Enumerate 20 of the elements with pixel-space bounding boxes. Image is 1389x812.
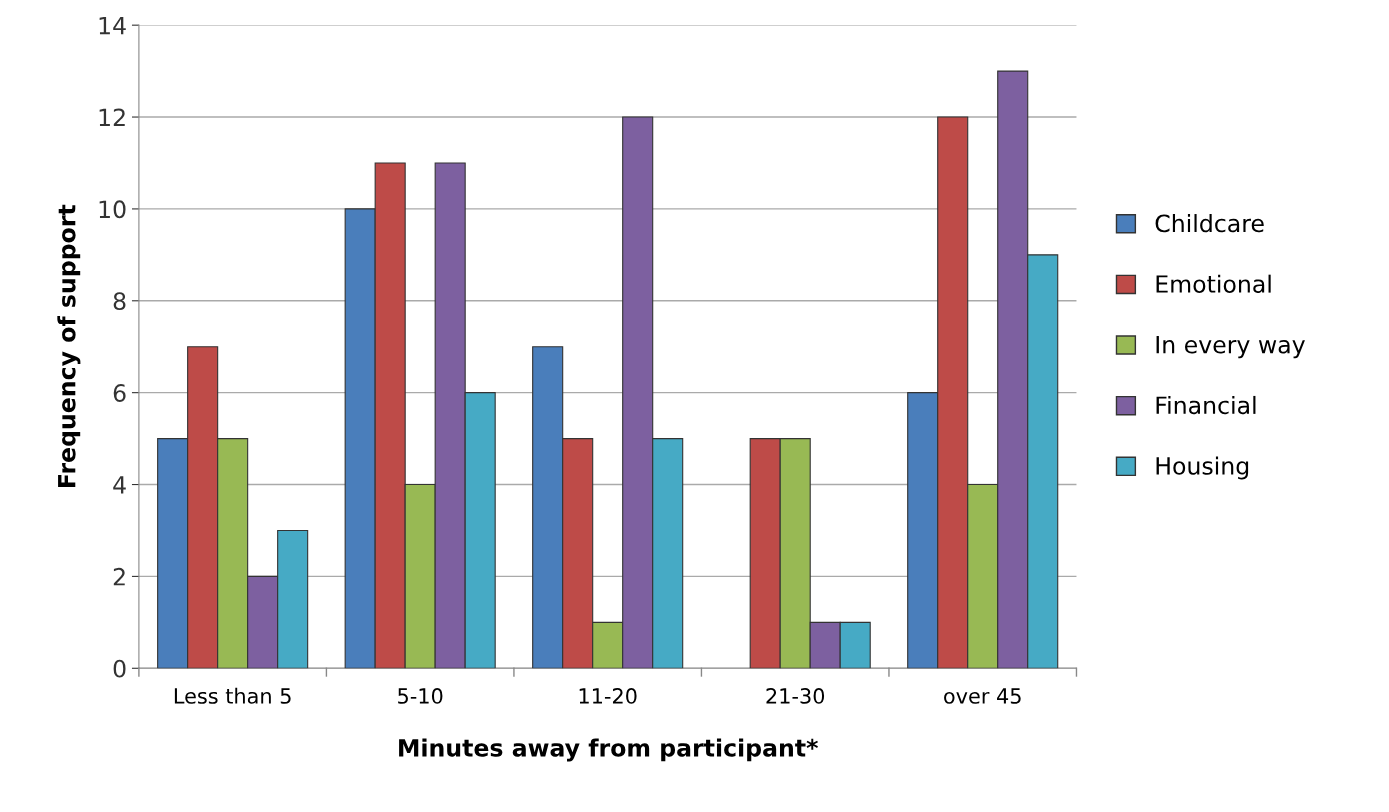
x-tick-label: 5-10 — [398, 688, 443, 704]
y-tick-label: 4 — [113, 476, 126, 494]
y-tick-label: 2 — [113, 567, 125, 586]
x-tick-label: Less than 5 — [174, 687, 291, 704]
y-tick-label: 14 — [99, 16, 126, 35]
legend-label: Housing — [1156, 456, 1249, 480]
y-tick-label: 8 — [113, 292, 126, 311]
x-tick-label: over 45 — [944, 688, 1021, 704]
y-tick-label: 12 — [99, 108, 125, 127]
legend-label: Emotional — [1156, 274, 1271, 293]
x-tick-label: 21-30 — [766, 688, 825, 704]
x-tick-label: 11-20 — [579, 688, 637, 704]
legend-label: Childcare — [1155, 214, 1264, 233]
y-axis-title: Frequency of support — [57, 204, 81, 488]
y-tick-label: 10 — [99, 200, 126, 219]
legend-label: In every way — [1156, 336, 1305, 359]
y-tick-label: 6 — [113, 384, 126, 402]
x-axis-title: Minutes away from participant* — [399, 738, 818, 762]
legend-label: Financial — [1156, 395, 1256, 415]
y-tick-label: 0 — [113, 659, 126, 678]
